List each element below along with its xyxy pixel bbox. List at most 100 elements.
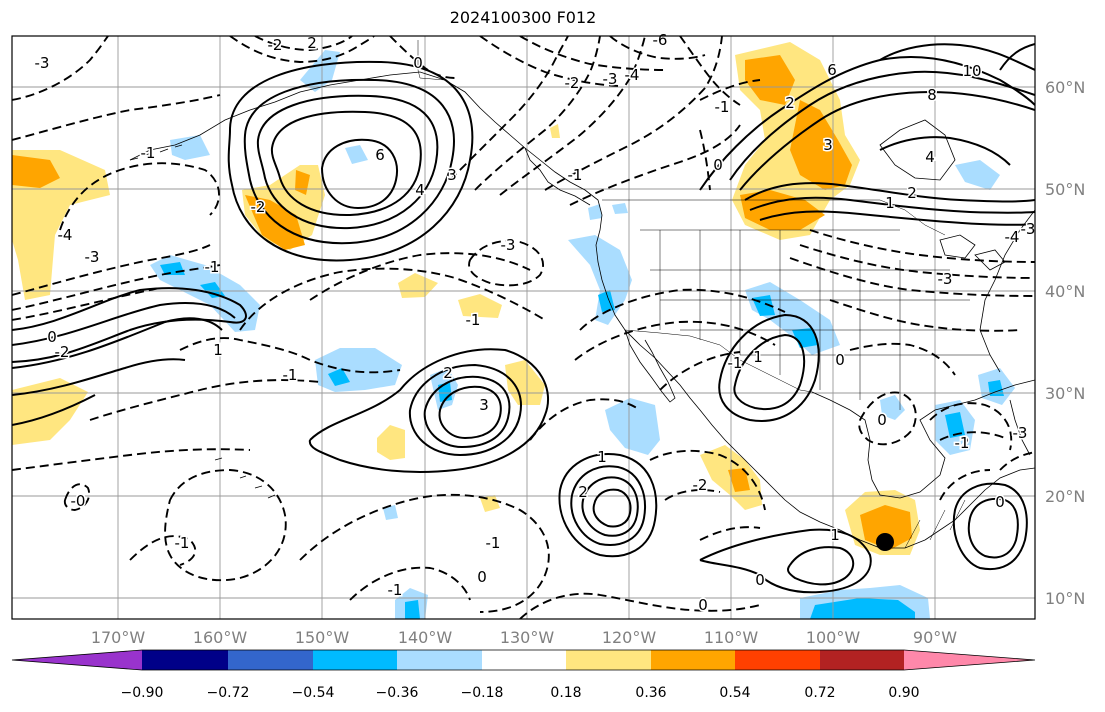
colorbar-label: 0.54 [719, 685, 750, 701]
contour-line [967, 498, 1019, 559]
contour-label: 2 [307, 34, 317, 52]
contour-line [569, 124, 741, 206]
contour-line [254, 36, 353, 51]
contour-line [729, 70, 1035, 181]
latitude-label: 40°N [1045, 282, 1085, 301]
contour-label: 8 [927, 86, 937, 104]
contour-line [129, 535, 197, 566]
positive-shade [790, 100, 852, 190]
contour-label: -4 [58, 226, 73, 244]
contour-line [12, 264, 221, 311]
state-borders [640, 229, 990, 410]
contour-line [12, 448, 251, 471]
contour-label: 3 [479, 396, 489, 414]
longitude-label: 110°W [704, 628, 759, 647]
contour-line [12, 94, 221, 141]
colorbar-label: −0.18 [461, 685, 504, 701]
map-frame [11, 35, 1036, 620]
colorbar-segment [482, 650, 566, 670]
contour-line [809, 229, 1035, 263]
positive-shade [745, 55, 795, 105]
baja-california [624, 329, 676, 403]
contour-line [12, 244, 211, 296]
longitude-label: 160°W [193, 628, 248, 647]
contour-line [699, 79, 761, 101]
contour-line [558, 453, 658, 558]
contour-line [239, 267, 546, 331]
positive-shade [12, 378, 88, 445]
contour-label: 6 [375, 146, 385, 164]
negative-shade [988, 380, 1004, 396]
contour-line [349, 566, 471, 601]
contour-label: 4 [925, 148, 935, 166]
negative-shade [810, 598, 915, 619]
colorbar-segment [397, 650, 482, 670]
contour-line [309, 252, 531, 301]
longitude-label: 130°W [500, 628, 555, 647]
contour-line [739, 90, 1035, 191]
contour-line [89, 379, 321, 421]
negative-shade [588, 204, 602, 220]
negative-shade [955, 160, 1000, 190]
contour-line [229, 36, 375, 63]
alaska-coast [129, 71, 603, 216]
negative-shade [383, 505, 398, 520]
colorbar-label: −0.54 [292, 685, 335, 701]
contour-line [879, 136, 1011, 166]
negative-shade [200, 282, 225, 298]
contour-label: 0 [835, 351, 845, 369]
positive-shade [505, 360, 545, 405]
bc-coast [524, 147, 591, 206]
hawaii-islands [214, 457, 276, 499]
contour-line [12, 302, 236, 346]
solid-contours [12, 43, 1035, 594]
contour-label: -1 [141, 144, 156, 162]
contour-label: -3 [938, 270, 953, 288]
contour-label: 3 [447, 166, 457, 184]
negative-shade [405, 600, 420, 619]
shaded-field [12, 42, 1015, 619]
contour-line [592, 488, 632, 528]
contour-line [227, 60, 474, 262]
latitude-label: 30°N [1045, 384, 1085, 403]
contour-label: -4 [625, 66, 640, 84]
contour-line [474, 36, 601, 191]
contour-label: 3 [823, 136, 833, 154]
colorbar-segment [566, 650, 651, 670]
east-coast [979, 209, 1035, 373]
longitude-label: 90°W [913, 628, 957, 647]
contour-line [499, 36, 646, 196]
negative-shade [605, 398, 660, 455]
contour-label: 1 [597, 448, 607, 466]
positive-shade [458, 294, 502, 318]
contour-label: -2 [268, 36, 283, 54]
colorbar-label: −0.36 [376, 685, 419, 701]
contour-label: -3 [85, 248, 100, 266]
longitude-label: 120°W [602, 628, 657, 647]
borders [417, 40, 990, 549]
contour-line [321, 138, 398, 210]
colorbar-extend-low [12, 650, 142, 670]
contour-line [999, 451, 1035, 471]
positive-shade [550, 124, 560, 138]
contour-label: -1 [175, 534, 190, 552]
contour-line [999, 43, 1035, 71]
contour-line [63, 483, 91, 511]
dashed-contours [12, 36, 1035, 619]
contour-label: -1 [205, 258, 220, 276]
contour-line [699, 528, 872, 594]
colorbar-segment [228, 650, 313, 670]
us-mexico-border [624, 329, 813, 393]
contour-label: 1 [830, 526, 840, 544]
florida-coast [1009, 399, 1031, 456]
longitude-label: 100°W [806, 628, 861, 647]
longitude-label: 170°W [91, 628, 146, 647]
contour-line [544, 36, 723, 191]
contour-line [308, 348, 550, 473]
contour-line [799, 244, 1035, 279]
contour-line [270, 110, 422, 217]
latitude-axis: 60°N 50°N 40°N 30°N 20°N 10°N [1045, 78, 1085, 608]
alaska-border [417, 40, 446, 81]
contour-line [744, 182, 1035, 203]
contour-line [939, 469, 991, 501]
